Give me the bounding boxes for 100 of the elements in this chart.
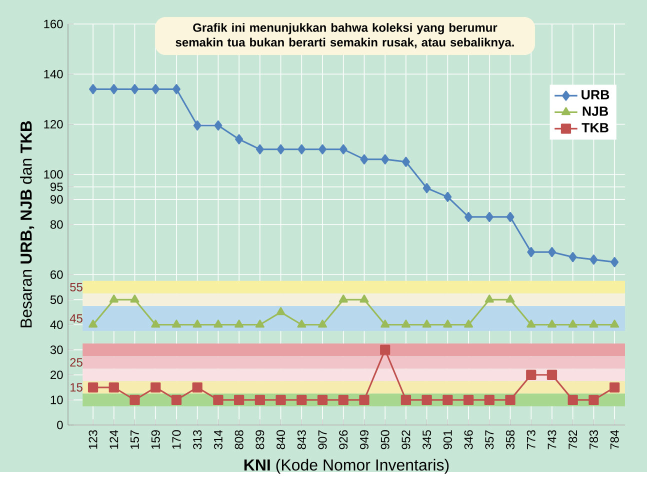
- point: [568, 394, 578, 405]
- x-tick-label: 773: [526, 430, 536, 450]
- point: [296, 394, 307, 405]
- x-tick-label: 782: [568, 430, 578, 450]
- y-tick-label: 95: [50, 182, 63, 192]
- point: [444, 192, 452, 202]
- x-tick-label: 808: [234, 430, 244, 450]
- y-tick-label: 100: [44, 170, 63, 179]
- point: [380, 320, 390, 328]
- point: [88, 320, 98, 328]
- x-tick-label: 950: [380, 430, 390, 450]
- point: [359, 394, 370, 405]
- x-tick-label: 926: [339, 430, 348, 450]
- point: [108, 382, 119, 392]
- point: [89, 84, 98, 94]
- legend-label: URB: [582, 90, 610, 100]
- point: [401, 320, 410, 328]
- x-tick-label: 313: [193, 430, 202, 450]
- band-label: 55: [70, 282, 82, 292]
- point: [235, 134, 244, 144]
- point: [464, 212, 473, 222]
- point: [193, 120, 202, 130]
- point: [568, 320, 578, 328]
- point: [192, 320, 202, 328]
- point: [213, 394, 224, 405]
- point: [172, 84, 180, 94]
- x-tick-label: 170: [172, 430, 181, 449]
- y-tick-label: 0: [57, 420, 63, 430]
- x-tick-label: 357: [485, 430, 494, 450]
- point: [109, 294, 118, 303]
- y-axis-title: Besaran URB, NJB dan TKB: [20, 121, 34, 328]
- point: [276, 144, 285, 154]
- point: [192, 382, 202, 392]
- x-tick-label: 840: [276, 430, 286, 450]
- point: [150, 382, 161, 392]
- point: [548, 246, 556, 258]
- band-label: 45: [70, 314, 82, 323]
- point: [485, 212, 494, 222]
- point: [152, 84, 160, 94]
- point: [588, 394, 599, 405]
- x-tick-label: 839: [256, 430, 264, 450]
- x-tick-label: 784: [610, 430, 619, 450]
- point: [442, 394, 453, 405]
- point: [422, 182, 431, 194]
- point: [255, 320, 264, 328]
- point: [234, 394, 244, 405]
- y-tick-label: 140: [44, 70, 63, 78]
- x-tick-label: 159: [151, 430, 160, 449]
- y-tick-label: 40: [50, 320, 63, 329]
- point: [297, 320, 306, 328]
- x-tick-label: 952: [402, 430, 410, 450]
- point: [276, 307, 286, 316]
- point: [318, 144, 327, 154]
- point: [381, 154, 390, 164]
- y-tick-label: 60: [50, 270, 63, 279]
- point: [463, 394, 474, 405]
- point: [234, 320, 244, 328]
- point: [256, 144, 264, 154]
- point: [298, 144, 306, 154]
- point: [339, 144, 348, 154]
- point: [380, 344, 390, 355]
- point: [505, 394, 516, 405]
- band-label: 25: [70, 358, 82, 366]
- point: [610, 382, 620, 392]
- y-tick-label: 160: [44, 20, 63, 28]
- x-tick-label: 907: [318, 430, 327, 450]
- x-tick-label: 783: [589, 430, 598, 450]
- point: [527, 246, 536, 258]
- y-tick-label: 90: [50, 195, 63, 204]
- x-tick-label: 314: [214, 430, 222, 450]
- legend-label: NJB: [582, 106, 608, 116]
- y-tick-label: 50: [50, 295, 63, 304]
- point: [130, 84, 139, 94]
- x-tick-label: 949: [360, 430, 368, 450]
- point: [151, 320, 160, 328]
- x-tick-label: 123: [88, 430, 98, 449]
- x-tick-label: 901: [443, 430, 452, 450]
- point: [276, 394, 286, 405]
- point: [610, 320, 620, 328]
- annotation: Grafik ini menunjukkan bahwa koleksi yang berumur semakin tua bukan berarti semakin rusak, atau sebaliknya.: [176, 22, 514, 49]
- point: [88, 382, 98, 392]
- y-tick-label: 20: [50, 370, 63, 380]
- point: [318, 320, 328, 328]
- point: [360, 294, 369, 303]
- point: [422, 394, 432, 405]
- point: [360, 154, 368, 164]
- x-tick-label: 346: [464, 430, 473, 450]
- point: [171, 394, 182, 405]
- x-tick-label: 157: [130, 430, 139, 449]
- point: [130, 394, 140, 405]
- x-tick-label: 358: [506, 430, 515, 450]
- y-tick-label: 120: [44, 120, 63, 128]
- point: [464, 320, 474, 328]
- x-axis-title: KNI (Kode Nomor Inventaris): [244, 458, 449, 474]
- point: [214, 120, 222, 130]
- point: [610, 256, 619, 268]
- point: [526, 370, 536, 380]
- point: [506, 212, 514, 222]
- point: [400, 394, 412, 405]
- point: [214, 320, 223, 328]
